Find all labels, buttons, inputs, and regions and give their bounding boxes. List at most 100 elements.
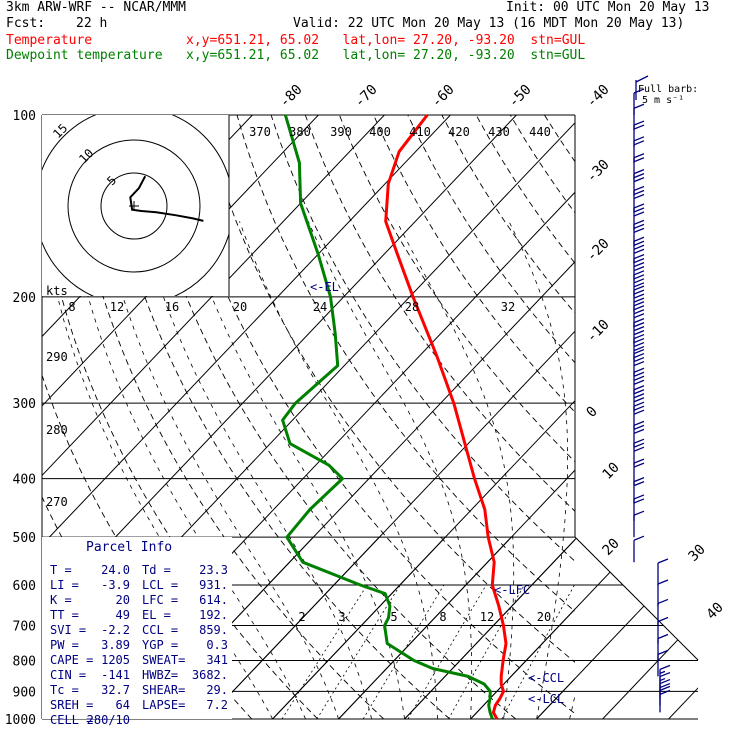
parcel-row-value: 32.7 [101,683,130,697]
wind-barb-flag [659,664,671,670]
pressure-tick-label: 200 [13,291,36,306]
wind-barb-flag [633,219,645,225]
wind-barb-flag [633,278,645,284]
wind-barb-flag [657,633,669,640]
wind-barb [633,477,645,504]
wind-barb-flag [633,140,645,146]
wind-barb [657,633,669,661]
isotherm-right-label: 30 [686,542,709,565]
pressure-tick-label: 100 [13,109,36,124]
dry-adiabat [202,115,575,663]
wind-barb-flag [633,371,645,377]
isotherm-line [42,115,517,616]
isotherm-line [338,537,698,719]
pressure-tick-label: 300 [13,397,36,412]
wind-barb-flag [633,367,645,373]
wind-barb [659,664,671,692]
parcel-row-key: T = [50,563,72,577]
wind-barb [633,333,645,361]
isotherm-right-label: -30 [584,157,613,186]
pressure-tick-label: 800 [13,654,36,669]
wind-barb-flag [633,305,645,311]
isotherm-line [42,115,451,546]
mixing-ratio-label: 2 [298,610,305,624]
parcel-row-value: 859. [199,623,228,637]
wind-barb-flag [633,360,645,367]
wind-barb-flag [633,326,645,332]
wind-barb [659,685,671,713]
wind-barb [657,598,669,626]
dry-adiabat [373,115,575,413]
theta-label: 440 [529,125,551,139]
wind-barb-flag [633,261,645,268]
wind-barb-flag [659,682,671,689]
wind-barb-flag [633,379,645,385]
parcel-row-key: LFC = [142,593,178,607]
wind-barb-flag [633,333,645,340]
parcel-row-value: 7.2 [206,698,228,712]
pressure-tick-label: 900 [13,685,36,700]
wind-barb-flag [633,236,645,242]
wind-barb-flag [633,309,645,315]
parcel-row-value: -2.2 [101,623,130,637]
mixing-ratio-lines [281,584,575,719]
parcel-row-value: 931. [199,578,228,592]
barb-legend-units: 5 m s⁻¹ [642,95,684,106]
wind-barb-flag [657,598,669,605]
parcel-row-key: LAPSE= [142,698,185,712]
temperature-legend: Temperature x,y=651.21, 65.02 lat,lon= 2… [6,33,586,48]
wind-barb-flag [633,424,645,430]
wind-barb-flag [633,293,645,299]
wind-barb [633,367,645,395]
wind-barb-flag [633,136,645,142]
pressure-tick-label: 700 [13,619,36,634]
wind-barb-flag [633,375,645,381]
theta-e-label: 280 [46,423,68,437]
mixing-ratio-line [448,584,525,719]
wind-barb-flag [633,352,645,359]
parcel-row-value: 341 [206,653,228,667]
parcel-row-value: 1205 [101,653,130,667]
wind-barb-flag [633,345,645,352]
isotherm-right-label: 0 [584,404,601,421]
wind-barb-flag [633,244,645,250]
wind-barb-flag [633,301,645,307]
parcel-row-value: 614. [199,593,228,607]
isotherm-right-label: 40 [704,600,727,623]
wind-barb-flag [633,274,645,280]
parcel-row-key: SVI = [50,623,86,637]
theta-label: 400 [369,125,391,139]
parcel-row-value: 3.89 [101,638,130,652]
barb-legend-flag [635,75,649,83]
parcel-row-key: CELL = [50,713,93,727]
theta-e-label: 290 [46,350,68,364]
mixing-ratio-upper-label: 32 [501,300,515,314]
parcel-row-key: CAPE = [50,653,93,667]
wind-barb-flag [633,240,645,246]
wind-barb-flag [633,189,645,196]
isotherm-top-label: -60 [429,82,458,111]
isotherm-top-label: -80 [277,82,306,111]
wind-barb-flag [633,207,645,213]
isotherm-top-label: -70 [352,82,381,111]
parcel-row-key: CCL = [142,623,178,637]
pressure-tick-label: 400 [13,473,36,488]
dry-adiabat [579,115,740,719]
level-label: <-LFC [494,583,530,597]
wind-barb-flag [633,348,645,355]
parcel-row-key: SREH = [50,698,93,712]
wind-barb-flag [633,289,645,295]
parcel-row-key: PW = [50,638,79,652]
forecast-hours: 22 h [76,16,108,31]
temperature-trace [384,114,508,720]
theta-label: 420 [448,125,470,139]
parcel-row-value: 20 [116,593,130,607]
parcel-row-value: 3682. [192,668,228,682]
wind-barb-flag [633,173,645,179]
level-label: <-EL [310,280,339,294]
wind-barb [657,558,669,586]
parcel-row-key: EL = [142,608,171,622]
wind-barb-flag [633,223,645,229]
dry-adiabat [65,115,385,719]
